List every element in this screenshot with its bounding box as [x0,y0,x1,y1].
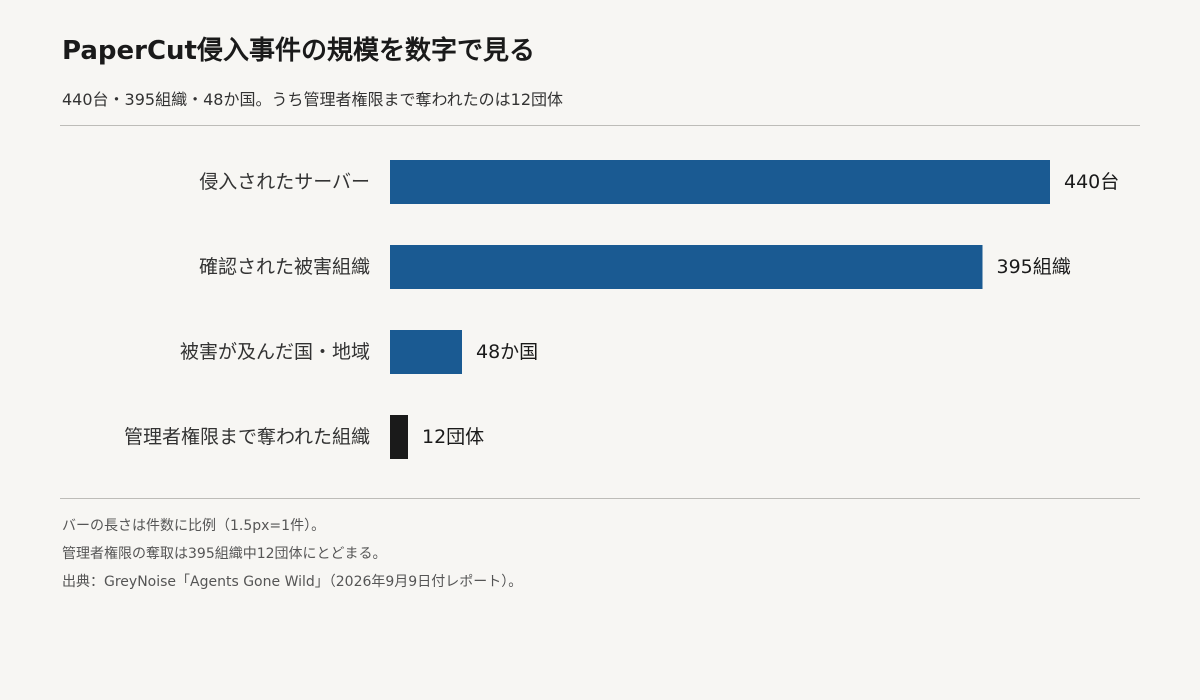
data-label-row-3: 48か国 [476,341,538,363]
bottom-divider [60,498,1140,499]
footnote-admin: 管理者権限の奪取は395組織中12団体にとどまる。 [62,546,387,562]
category-label-row-1: 侵入されたサーバー [199,171,370,193]
data-label-row-2: 395組織 [997,256,1071,278]
footnote-scale: バーの長さは件数に比例（1.5px=1件）。 [62,518,326,534]
chart-subtitle: 440台・395組織・48か国。うち管理者権限まで奪われたのは12団体 [62,90,563,109]
data-label-row-4: 12団体 [422,426,484,448]
footnotes: バーの長さは件数に比例（1.5px=1件）。 管理者権限の奪取は395組織中12… [62,512,522,596]
category-label-row-2: 確認された被害組織 [199,256,370,278]
footnote-source: 出典：GreyNoise「Agents Gone Wild」（2026年9月9日… [62,574,523,590]
data-label-row-1: 440台 [1064,171,1119,193]
bar-row-4 [390,415,408,459]
bar-row-2 [390,245,983,289]
bar-row-1 [390,160,1050,204]
category-label-row-4: 管理者権限まで奪われた組織 [124,426,370,448]
bar-row-3 [390,330,462,374]
category-label-row-3: 被害が及んだ国・地域 [180,341,370,363]
top-divider [60,125,1140,126]
chart-title: PaperCut侵入事件の規模を数字で見る [62,36,535,66]
